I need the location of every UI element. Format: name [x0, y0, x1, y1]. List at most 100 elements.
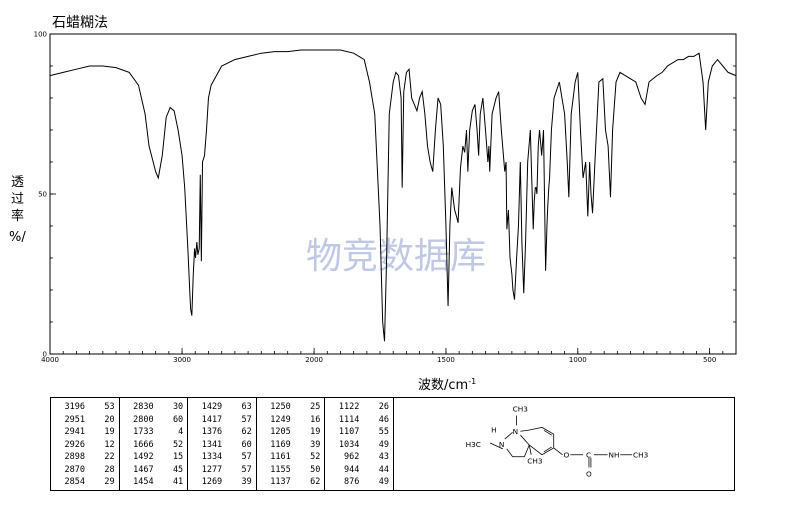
- peak-column: 1250 25 1249 16 1205 19 1169 39 1161 52 1155 50 1137…: [257, 398, 326, 490]
- peak-wavenumber: 1341: [201, 439, 223, 450]
- peak-row: 3196 53: [57, 401, 115, 414]
- y-axis-label: 透 过 率 %/: [9, 175, 26, 245]
- peak-column: 1429 63 1417 57 1376 62 1341 60 1334 57 1277 57 1269…: [188, 398, 257, 490]
- chart-title: 石蜡糊法: [52, 15, 108, 31]
- peak-wavenumber: 1492: [133, 452, 154, 462]
- peak-transmittance: 55: [378, 427, 389, 437]
- peak-transmittance: 60: [172, 414, 184, 425]
- atom-n-ring-a: N: [513, 427, 518, 436]
- peak-wavenumber: 1429: [201, 402, 223, 412]
- peak-transmittance: 62: [310, 477, 321, 487]
- peak-transmittance: 53: [104, 402, 115, 412]
- peak-transmittance: 57: [241, 452, 252, 462]
- x-axis-label: 波数/cm-1: [418, 377, 476, 393]
- y-axis-label-char-3: 率: [11, 208, 24, 224]
- peak-wavenumber: 1114: [338, 414, 360, 425]
- peak-row: 1733 4: [126, 426, 184, 439]
- peak-row: 1114 46: [331, 414, 389, 427]
- peak-table: 3196 53 2951 20 2941 19 2926 12 2898 22 2870 28 2854…: [50, 397, 394, 491]
- peak-wavenumber: 2830: [133, 402, 154, 412]
- atom-ch3-end: CH3: [633, 451, 649, 460]
- peak-transmittance: 30: [172, 402, 184, 412]
- peak-row: 2830 30: [126, 401, 184, 414]
- peak-transmittance: 20: [104, 414, 115, 425]
- peak-wavenumber: 876: [344, 477, 360, 487]
- peak-row: 1269 39: [194, 476, 252, 489]
- peak-transmittance: 52: [172, 439, 184, 450]
- peak-wavenumber: 1107: [338, 427, 360, 437]
- peak-row: 1169 39: [263, 439, 321, 452]
- peak-wavenumber: 1205: [270, 427, 291, 437]
- peak-row: 1666 52: [126, 439, 184, 452]
- peak-wavenumber: 1277: [201, 464, 223, 475]
- x-tick-label: 3000: [173, 356, 191, 364]
- peak-row: 2854 29: [57, 476, 115, 489]
- peak-transmittance: 28: [104, 464, 115, 475]
- peak-transmittance: 4: [178, 427, 184, 437]
- watermark: 物竞数据库: [306, 236, 486, 277]
- peak-wavenumber: 2926: [64, 439, 85, 450]
- atom-n-ring-b: N: [499, 440, 504, 449]
- peak-transmittance: 43: [378, 452, 389, 462]
- peak-row: 1034 49: [331, 439, 389, 452]
- structure-box: CH3 N H N H3C CH3 O C O NH CH3: [394, 397, 735, 491]
- peak-wavenumber: 2870: [64, 464, 85, 475]
- peak-wavenumber: 1137: [270, 477, 291, 487]
- peak-row: 1137 62: [263, 476, 321, 489]
- peak-wavenumber: 1169: [270, 439, 291, 450]
- peak-wavenumber: 1733: [133, 427, 154, 437]
- atom-o-carbonyl: O: [586, 469, 592, 478]
- peak-wavenumber: 2941: [64, 427, 85, 437]
- peak-row: 1454 41: [126, 476, 183, 489]
- peak-row: 1107 55: [331, 426, 389, 439]
- y-tick-label: 50: [38, 191, 47, 199]
- peak-transmittance: 39: [241, 477, 252, 487]
- peak-row: 1205 19: [263, 426, 321, 439]
- peak-wavenumber: 1334: [201, 452, 223, 462]
- peak-wavenumber: 2951: [64, 414, 85, 425]
- peak-row: 1492 15: [126, 451, 183, 464]
- x-axis-label-exponent: -1: [468, 377, 476, 386]
- atom-nh: NH: [609, 451, 620, 460]
- x-tick-label: 2000: [305, 356, 323, 364]
- peak-wavenumber: 962: [344, 452, 360, 462]
- peak-wavenumber: 2898: [64, 452, 85, 462]
- x-axis-label-text: 波数/cm: [418, 378, 468, 393]
- peak-row: 1376 62: [194, 426, 252, 439]
- peak-row: 876 49: [331, 476, 389, 489]
- peak-transmittance: 57: [241, 414, 252, 425]
- x-tick-label: 4000: [41, 356, 59, 364]
- x-tick-label: 500: [703, 356, 716, 364]
- peak-transmittance: 19: [104, 427, 115, 437]
- peak-wavenumber: 1249: [270, 414, 291, 425]
- chemical-structure: CH3 N H N H3C CH3 O C O NH CH3: [466, 405, 649, 479]
- peak-transmittance: 39: [310, 439, 321, 450]
- peak-transmittance: 19: [310, 427, 321, 437]
- x-tick-label: 1500: [437, 356, 455, 364]
- spectrum-line: [49, 49, 737, 342]
- peak-row: 944 44: [331, 464, 389, 477]
- atom-n-methyl-top: CH3: [513, 405, 529, 414]
- y-axis-label-char-4: %/: [9, 230, 26, 245]
- peak-wavenumber: 1122: [338, 402, 360, 412]
- structure-bonds: [489, 415, 633, 468]
- peak-row: 1334 57: [194, 451, 252, 464]
- peak-row: 2951 20: [57, 414, 115, 427]
- peak-row: 1250 25: [263, 401, 320, 414]
- peak-row: 2926 12: [57, 439, 115, 452]
- peak-transmittance: 16: [310, 414, 321, 425]
- peak-row: 1155 50: [263, 464, 320, 477]
- peak-transmittance: 60: [241, 439, 252, 450]
- atom-h: H: [491, 425, 497, 434]
- peak-row: 2870 28: [57, 464, 115, 477]
- y-tick-label: 0: [43, 351, 47, 359]
- atom-ch3-bridge: CH3: [527, 457, 543, 466]
- peak-row: 1417 57: [194, 414, 252, 427]
- x-tick-label: 1000: [569, 356, 587, 364]
- peak-row: 2898 22: [57, 451, 115, 464]
- atom-o-ester: O: [564, 451, 570, 460]
- atom-h3c: H3C: [466, 440, 481, 449]
- peak-wavenumber: 1034: [338, 439, 360, 450]
- peak-row: 2941 19: [57, 426, 115, 439]
- peak-wavenumber: 2800: [133, 414, 154, 425]
